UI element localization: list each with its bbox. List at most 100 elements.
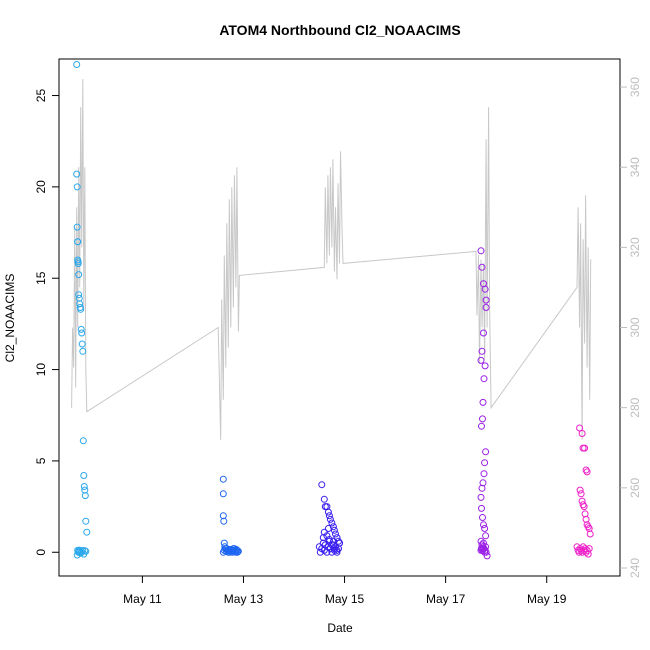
data-point-seg1 xyxy=(77,325,85,333)
data-point-seg5 xyxy=(581,444,589,452)
data-point-seg3 xyxy=(318,481,326,489)
data-point-seg5 xyxy=(577,490,585,498)
data-point-seg4 xyxy=(478,484,486,492)
data-point-seg1 xyxy=(73,170,81,178)
data-point-seg4 xyxy=(479,545,487,553)
data-point-seg4 xyxy=(478,541,486,549)
data-point-seg1 xyxy=(74,258,82,266)
data-point-seg4 xyxy=(478,504,485,512)
data-point-seg4 xyxy=(480,329,487,337)
x-axis: May 11 May 13 May 15 May 17 May 19 xyxy=(123,576,567,606)
x-tick-label: May 15 xyxy=(325,592,365,606)
data-point-seg5 xyxy=(576,424,584,432)
data-point-seg4 xyxy=(478,347,486,355)
data-point-seg1 xyxy=(82,547,90,555)
secondary-series-line xyxy=(71,78,592,440)
data-point-seg3 xyxy=(325,512,333,520)
data-point-seg2 xyxy=(233,548,241,556)
x-axis-label: Date xyxy=(327,621,353,635)
data-point-seg3 xyxy=(319,534,327,542)
data-point-seg4 xyxy=(481,459,489,467)
data-point-seg1 xyxy=(78,340,86,348)
y-tick-label: 15 xyxy=(34,271,48,285)
data-point-seg4 xyxy=(480,470,488,478)
secondary-line-layer xyxy=(71,78,592,440)
data-point-seg1 xyxy=(79,437,87,445)
data-point-seg4 xyxy=(481,362,489,370)
data-point-seg2 xyxy=(219,490,227,498)
data-point-seg3 xyxy=(324,525,332,532)
data-point-seg5 xyxy=(581,545,589,553)
y2-tick-label: 320 xyxy=(628,237,642,257)
data-point-seg4 xyxy=(477,493,485,501)
data-point-seg5 xyxy=(586,530,594,538)
data-point-seg3 xyxy=(333,546,341,554)
data-point-seg1 xyxy=(75,546,83,554)
y2-tick-label: 260 xyxy=(628,477,642,497)
data-point-seg4 xyxy=(479,398,487,406)
y-tick-label: 5 xyxy=(34,457,48,464)
data-point-seg4 xyxy=(477,356,485,364)
data-point-seg3 xyxy=(324,508,332,516)
data-point-seg2 xyxy=(219,475,227,483)
y-tick-label: 10 xyxy=(34,363,48,377)
data-point-seg4 xyxy=(477,247,485,255)
data-point-seg1 xyxy=(81,492,89,500)
y-tick-label: 25 xyxy=(34,89,48,103)
y-tick-label: 20 xyxy=(34,180,48,194)
data-point-seg4 xyxy=(480,521,487,529)
data-point-seg1 xyxy=(80,483,88,490)
y2-tick-label: 360 xyxy=(628,77,642,97)
data-point-seg1 xyxy=(73,61,81,68)
data-point-seg4 xyxy=(482,448,490,456)
data-point-seg1 xyxy=(78,329,86,337)
data-point-seg1 xyxy=(73,183,81,191)
data-point-seg5 xyxy=(583,546,591,554)
y-tick-label: 0 xyxy=(34,549,48,556)
data-point-seg4 xyxy=(481,525,489,532)
data-point-seg5 xyxy=(583,468,591,476)
data-point-seg3 xyxy=(328,519,336,527)
data-point-seg5 xyxy=(580,503,588,511)
x-tick-label: May 11 xyxy=(123,592,162,606)
data-point-seg1 xyxy=(75,271,83,279)
y2-tick-label: 340 xyxy=(628,157,642,177)
y-axis-label: Cl2_NOAACIMS xyxy=(3,274,17,363)
secondary-y-axis: 240 260 280 300 320 340 360 xyxy=(620,77,642,578)
x-tick-label: May 13 xyxy=(224,592,264,606)
data-point-seg3 xyxy=(329,537,337,545)
data-point-seg1 xyxy=(73,223,81,231)
data-point-seg5 xyxy=(579,543,587,551)
data-point-seg4 xyxy=(479,479,487,487)
data-point-seg5 xyxy=(581,510,589,518)
data-point-seg1 xyxy=(80,472,88,479)
points-layer xyxy=(73,61,594,560)
data-point-seg4 xyxy=(479,514,486,521)
data-point-seg1 xyxy=(77,305,85,313)
data-point-seg4 xyxy=(478,422,485,430)
data-point-seg3 xyxy=(326,515,334,523)
data-point-seg1 xyxy=(82,517,90,525)
data-point-seg1 xyxy=(83,528,91,536)
data-point-seg5 xyxy=(578,430,586,437)
data-point-seg1 xyxy=(79,347,87,355)
data-point-seg3 xyxy=(330,526,338,534)
y-axis: 0 5 10 15 20 25 xyxy=(34,89,59,556)
data-point-seg3 xyxy=(333,534,341,542)
data-point-seg3 xyxy=(332,530,339,538)
data-point-seg5 xyxy=(585,545,593,553)
data-point-seg4 xyxy=(482,532,490,540)
data-point-seg3 xyxy=(320,495,328,503)
data-point-seg5 xyxy=(576,486,584,494)
plot-frame xyxy=(58,58,621,577)
data-point-seg3 xyxy=(336,539,343,547)
y2-tick-label: 280 xyxy=(628,397,642,417)
data-point-seg3 xyxy=(316,548,324,556)
x-tick-label: May 19 xyxy=(527,592,567,606)
data-point-seg4 xyxy=(481,285,489,293)
data-point-seg1 xyxy=(74,238,82,246)
y2-tick-label: 240 xyxy=(628,558,642,578)
chart-title: ATOM4 Northbound Cl2_NOAACIMS xyxy=(219,22,460,38)
x-tick-label: May 17 xyxy=(426,592,466,606)
